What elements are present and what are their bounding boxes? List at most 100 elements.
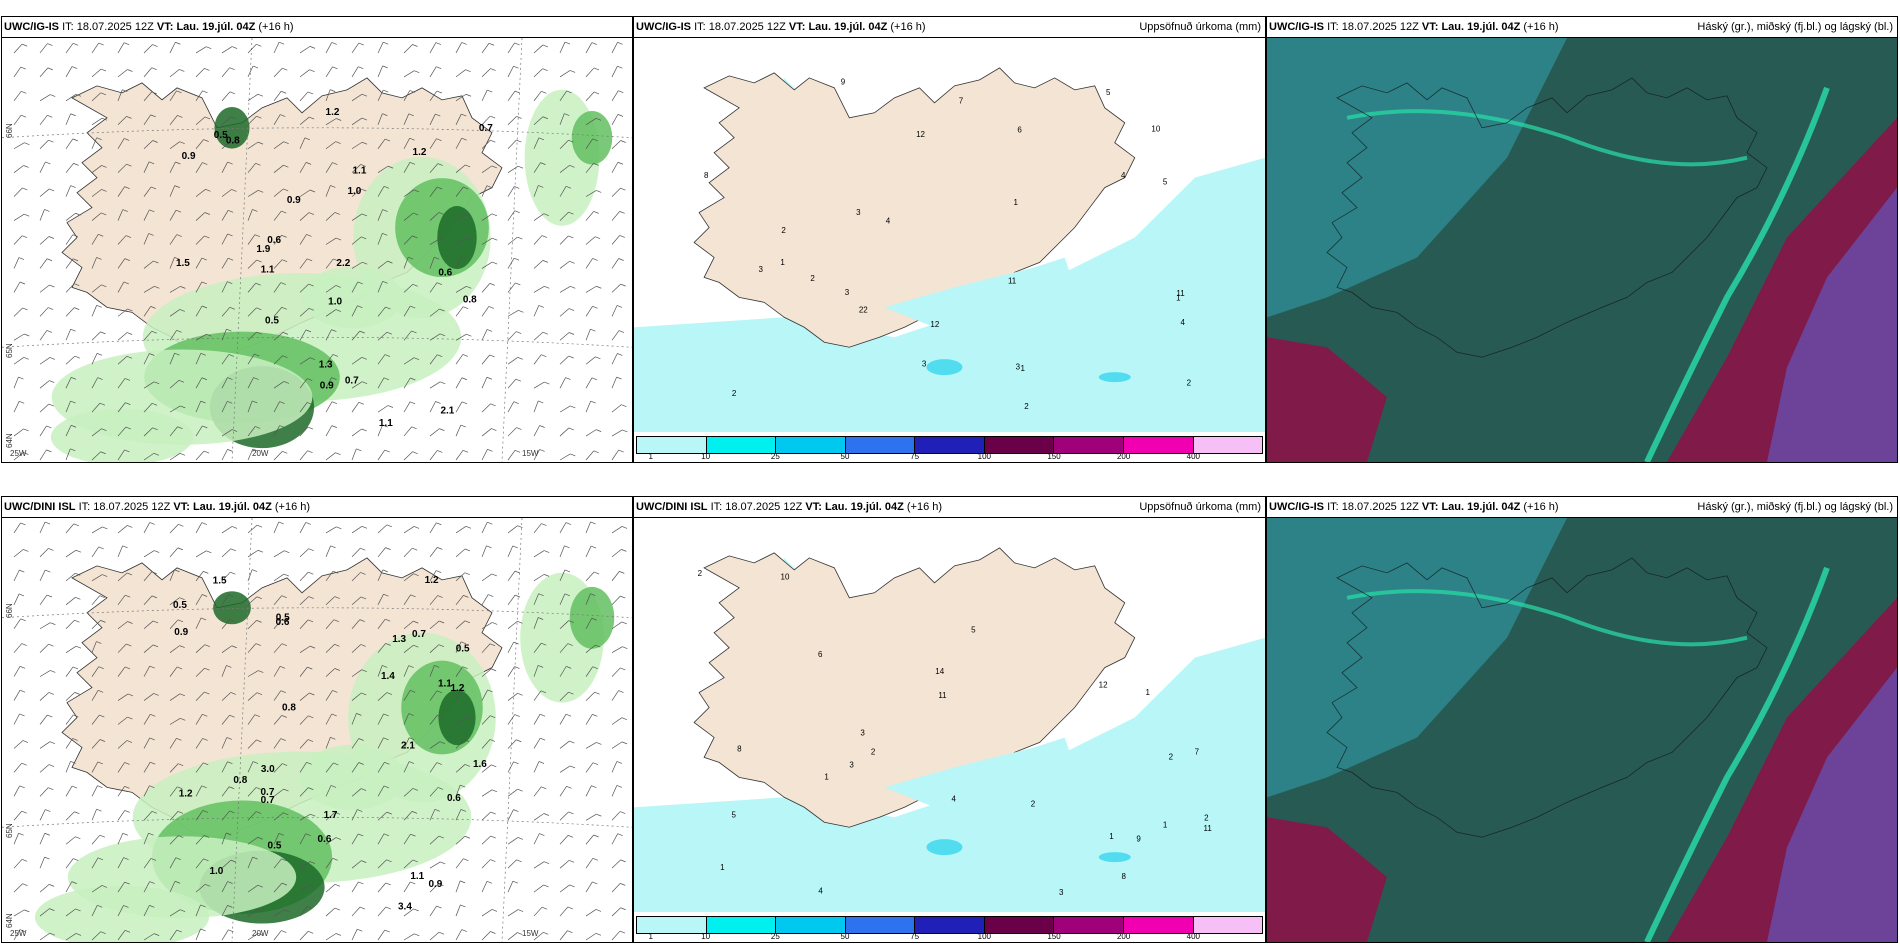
contour-label: 3.4	[398, 901, 412, 912]
vt-value: Lau. 19.júl. 04Z	[1441, 21, 1521, 33]
it-label: IT:	[1327, 501, 1339, 513]
precip-value: 9	[1136, 834, 1141, 843]
contour-label: 1.2	[450, 683, 464, 694]
lead-time: (+16 h)	[1523, 21, 1559, 33]
lat-label: 64N	[5, 913, 14, 928]
it-label: IT:	[1327, 21, 1339, 33]
precip-value: 1	[1146, 688, 1151, 697]
contour-label: 0.7	[412, 629, 426, 640]
colorbar-swatch	[706, 437, 777, 453]
colorbar-tick-label: 150	[1047, 452, 1061, 461]
field-title: Háský (gr.), miðský (fj.bl.) og lágský (…	[1697, 21, 1893, 33]
precip-value: 11	[938, 691, 947, 700]
colorbar-tick-label: 200	[1116, 932, 1131, 941]
colorbar-swatch	[915, 437, 985, 453]
precip-value: 3	[856, 208, 861, 217]
model-name: UWC/IG-IS	[636, 21, 691, 33]
it-label: IT:	[62, 21, 74, 33]
lead-time: (+16 h)	[1523, 501, 1559, 513]
colorbar-tick-label: 400	[1186, 452, 1201, 461]
field-title: Uppsöfnuð úrkoma (mm)	[1139, 21, 1261, 33]
lat-label: 64N	[5, 433, 14, 448]
contour-label: 1.1	[352, 165, 366, 176]
contour-label: 0.5	[173, 600, 187, 611]
colorbar-swatch	[776, 917, 846, 933]
precip-value: 2	[1031, 799, 1036, 808]
precip-value: 3	[922, 359, 927, 368]
lon-label: 20W	[252, 449, 269, 458]
precip-value: 11	[1008, 276, 1017, 285]
precip-value: 5	[731, 810, 736, 819]
contour-label: 0.9	[287, 195, 301, 206]
precip-map: 1 3 3 3 2 2 2 1 1 4 4 5 2 3 4 5 7 9 11 12 10 8 6 12 11 22 3 2 1	[634, 38, 1265, 432]
contour-label: 0.9	[320, 381, 334, 392]
contour-label: 0.5	[456, 644, 470, 655]
contour-label: 2.2	[336, 258, 350, 269]
colorbar-tick-label: 25	[770, 932, 780, 941]
colorbar-tick-label: 100	[977, 452, 992, 461]
panel-cloud-igis: UWC/IG-IS IT: 18.07.2025 12Z VT: Lau. 19…	[1266, 16, 1898, 463]
wind-map: 0.5 1.1 1.2 1.5 0.9 0.7 0.6 1.0 0.8 1.3 1.9 2.2 2.1 0…	[2, 38, 632, 462]
colorbar-tick-label: 50	[840, 452, 850, 461]
contour-label: 0.6	[438, 268, 452, 279]
lead-time: (+16 h)	[906, 501, 943, 513]
precip-value: 2	[1024, 402, 1029, 411]
precip-value: 2	[810, 274, 815, 283]
contour-label: 0.7	[261, 795, 275, 806]
contour-label: 0.8	[282, 702, 296, 713]
panel-wind-dini: UWC/DINI ISL IT: 18.07.2025 12Z VT: Lau.…	[1, 496, 633, 943]
contour-label: 1.0	[347, 186, 361, 197]
panel-precip-igis: UWC/IG-IS IT: 18.07.2025 12Z VT: Lau. 19…	[633, 16, 1266, 463]
cloud-map	[1267, 518, 1897, 942]
precip-value: 8	[1121, 872, 1126, 881]
precip-value: 11	[1204, 824, 1213, 833]
colorbar-tick-label: 200	[1116, 452, 1131, 461]
precip-value: 5	[1163, 177, 1168, 186]
precip-value: 4	[1121, 171, 1126, 180]
precip-value: 9	[841, 78, 846, 87]
contour-label: 0.7	[261, 787, 275, 798]
contour-label: 3.0	[261, 764, 275, 775]
colorbar-swatch	[637, 917, 707, 933]
panel-title: UWC/DINI ISL IT: 18.07.2025 12Z VT: Lau.…	[2, 497, 632, 518]
precip-value: 2	[1169, 753, 1174, 762]
precip-value: 4	[951, 795, 956, 804]
contour-label: 1.3	[319, 360, 333, 371]
contour-label: 1.1	[438, 679, 452, 690]
model-name: UWC/IG-IS	[1269, 21, 1324, 33]
lead-time: (+16 h)	[258, 21, 294, 33]
panel-title: UWC/DINI ISL IT: 18.07.2025 12Z VT: Lau.…	[634, 497, 1265, 518]
precip-value: 7	[1195, 748, 1200, 757]
colorbar-swatch	[1054, 437, 1124, 453]
colorbar-swatch	[706, 917, 777, 933]
precip-map: 2 1 1 1 2 2 3 1 2 4 5 6 8 9 10 11 14 12 7 3 2 1 3 4 5 11 8	[634, 518, 1265, 912]
colorbar-swatch	[845, 437, 916, 453]
colorbar-tick-label: 75	[910, 452, 920, 461]
contour-label: 1.0	[328, 296, 342, 307]
colorbar: 1 10 25 50 75 100 150 200 400	[634, 434, 1265, 462]
precip-value: 3	[849, 760, 854, 769]
contour-label: 1.2	[413, 147, 427, 158]
precip-value: 7	[959, 96, 964, 105]
colorbar-tick-label: 400	[1186, 932, 1201, 941]
precip-value: 2	[698, 569, 703, 578]
panel-title: UWC/IG-IS IT: 18.07.2025 12Z VT: Lau. 19…	[634, 17, 1265, 38]
precip-value: 2	[1204, 813, 1209, 822]
lead-time: (+16 h)	[890, 21, 926, 33]
panel-title: UWC/IG-IS IT: 18.07.2025 12Z VT: Lau. 19…	[2, 17, 632, 38]
contour-label: 0.8	[233, 775, 247, 786]
vt-label: VT:	[173, 501, 190, 513]
contour-label: 0.7	[479, 123, 493, 134]
vt-value: Lau. 19.júl. 04Z	[808, 21, 888, 33]
wind-barbs	[13, 521, 628, 941]
contour-label: 0.9	[174, 627, 188, 638]
lon-label: 25W	[10, 929, 27, 938]
precip-value: 1	[780, 258, 785, 267]
vt-label: VT:	[805, 501, 822, 513]
vt-value: Lau. 19.júl. 04Z	[1441, 501, 1521, 513]
it-label: IT:	[78, 501, 91, 513]
colorbar-swatch	[637, 437, 707, 453]
model-name: UWC/DINI ISL	[4, 501, 76, 513]
